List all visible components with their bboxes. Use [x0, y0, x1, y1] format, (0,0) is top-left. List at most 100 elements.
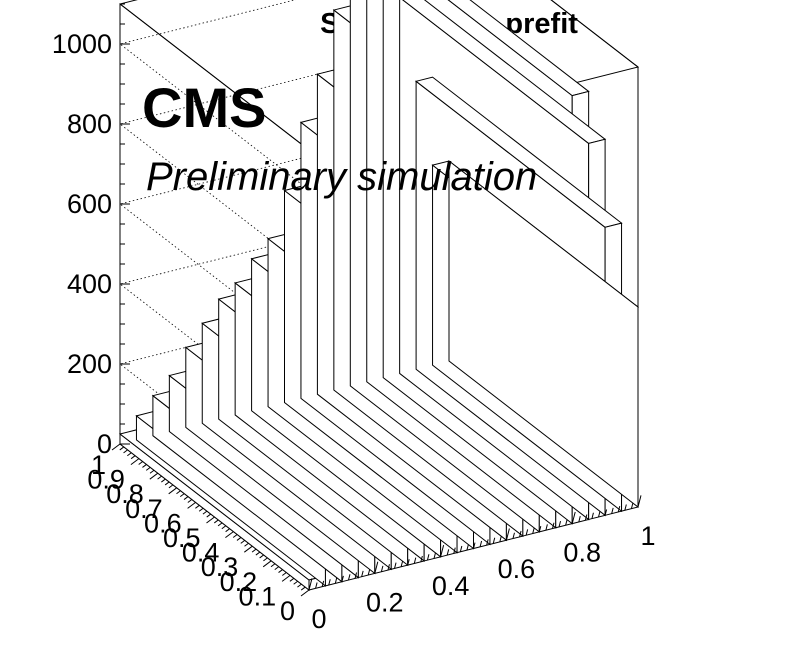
z-tick-label: 0 [97, 429, 112, 459]
y-tick [149, 469, 155, 474]
x-tick [519, 530, 522, 538]
x-tick [446, 549, 450, 556]
x-tick [440, 545, 445, 557]
x-tick [492, 537, 496, 544]
x-tick [578, 515, 581, 523]
x-tick [387, 564, 390, 571]
y-tick [198, 507, 204, 512]
y-tick [202, 510, 208, 515]
x-tick [380, 565, 384, 572]
x-tick [413, 557, 417, 564]
x-tick [630, 502, 634, 509]
x-tick [545, 524, 548, 531]
z-tick-label: 600 [67, 189, 112, 219]
x-tick [565, 519, 568, 526]
y-tick [183, 496, 189, 500]
x-tick [551, 522, 555, 529]
y-tick [300, 589, 310, 597]
x-tick [334, 577, 338, 584]
z-tick-label: 400 [67, 269, 112, 299]
y-tick-label: 0.4 [182, 538, 220, 568]
x-tick [584, 514, 588, 521]
y-tick [145, 466, 151, 471]
y-tick [232, 534, 238, 538]
y-tick [240, 539, 246, 544]
y-tick [262, 560, 272, 568]
x-tick [479, 540, 483, 547]
y-tick [263, 557, 268, 562]
y-tick [213, 519, 219, 524]
x-tick [466, 544, 469, 551]
y-tick [164, 481, 170, 486]
x-tick [459, 545, 463, 552]
x-tick [347, 574, 351, 581]
y-tick-label: 0.1 [239, 581, 277, 611]
y-tick [244, 545, 253, 553]
x-tick [538, 525, 542, 533]
x-tick [637, 495, 642, 508]
y-tick [289, 577, 295, 582]
x-tick [354, 572, 358, 579]
y-tick [187, 501, 196, 509]
y-tick-label: 0.6 [144, 508, 182, 538]
x-tick-label: 0.8 [563, 538, 601, 568]
x-tick [591, 512, 594, 519]
y-tick [297, 583, 302, 588]
cms-label: CMS [142, 76, 266, 139]
y-tick [225, 528, 230, 533]
top-edge [119, 3, 310, 151]
x-tick [400, 560, 404, 567]
x-tick [512, 532, 515, 539]
y-tick [293, 580, 298, 585]
x-tick [453, 547, 456, 554]
x-tick [499, 535, 502, 542]
x-tick-label: 0.2 [366, 587, 404, 617]
x-tick [394, 562, 397, 569]
y-tick [138, 461, 143, 465]
x-tick [505, 528, 510, 541]
y-tick [130, 455, 136, 460]
z-tick-label: 1000 [52, 29, 112, 59]
y-tick [111, 443, 121, 451]
x-tick-label: 0.6 [498, 554, 536, 584]
y-tick [142, 464, 147, 468]
axis-ticks [111, 3, 642, 597]
z-tick-label: 800 [67, 109, 112, 139]
x-tick [604, 509, 608, 516]
x-tick [486, 539, 489, 546]
y-tick [221, 525, 227, 530]
y-tick [179, 493, 185, 498]
y-tick [161, 478, 166, 483]
y-tick [168, 487, 177, 495]
y-tick-label: 1 [91, 450, 106, 480]
x-tick [374, 561, 379, 574]
y-tick [259, 554, 264, 559]
y-tick [195, 504, 200, 509]
x-tick [328, 579, 331, 586]
x-tick [315, 582, 318, 589]
y-tick [176, 490, 181, 495]
x-tick [407, 559, 410, 566]
bar-side [448, 159, 639, 509]
y-tick [127, 452, 132, 457]
y-tick [206, 516, 215, 524]
x-tick [367, 569, 371, 576]
y-tick [244, 542, 249, 547]
x-tick [611, 507, 614, 514]
y-tick [123, 449, 128, 454]
x-tick [617, 506, 621, 513]
y-tick [168, 484, 174, 489]
y-tick-label: 0.7 [125, 494, 163, 524]
y-tick-label: 0.9 [87, 465, 125, 495]
y-tick [225, 531, 234, 538]
x-tick [420, 555, 423, 562]
x-tick [433, 552, 437, 559]
y-tick [281, 575, 291, 582]
y-tick-label: 0.3 [201, 552, 239, 582]
y-tick [236, 537, 242, 541]
x-tick-label: 0.4 [432, 571, 470, 601]
y-tick [251, 548, 257, 553]
y-tick [255, 551, 261, 556]
y-tick [217, 522, 223, 527]
y-tick [300, 586, 306, 591]
